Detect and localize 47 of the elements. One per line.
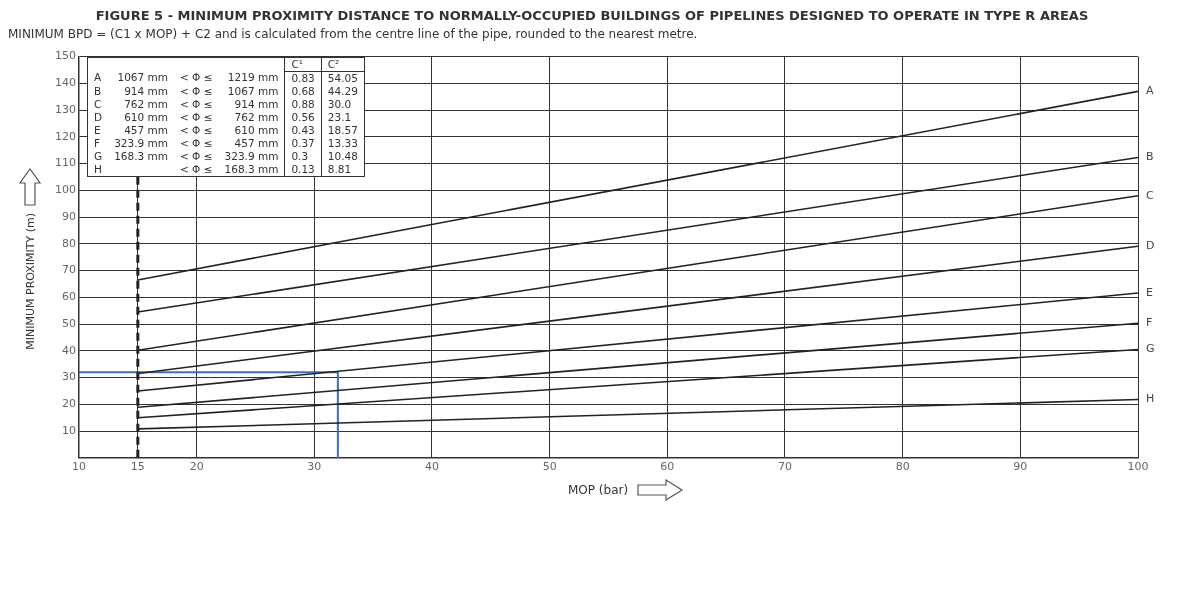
y-tick-label: 110: [55, 156, 76, 170]
text: G 168.3 mm < Φ ≤ 323.9 mm 0.3 10.48: [93, 149, 358, 162]
series-label: C: [1146, 188, 1154, 202]
x-axis-title: MOP (bar): [568, 483, 629, 497]
x-tick-label: 70: [778, 460, 792, 474]
x-tick-label: 100: [1127, 460, 1149, 474]
y-tick-label: 10: [62, 423, 76, 437]
text: MINIMUM BPD = (C1 x MOP) + C2 and is calculated from the centre line of the pipe, rounded to the nearest metre.: [8, 27, 699, 41]
x-tick-label: 20: [189, 460, 204, 474]
text: A 1067 mm < Φ ≤ 1219 mm 0.83 54.05: [93, 71, 358, 84]
text: B 914 mm < Φ ≤ 1067 mm 0.68 44.29: [93, 84, 358, 97]
y-tick-label: 30: [62, 370, 76, 384]
y-tick-label: 120: [55, 129, 76, 143]
text: F 323.9 mm < Φ ≤ 457 mm 0.37 13.33: [93, 136, 358, 149]
text: C 762 mm < Φ ≤ 914 mm 0.88 30.0: [93, 97, 352, 110]
y-tick-label: 50: [62, 316, 76, 330]
x-tick-label: 60: [660, 460, 675, 474]
y-tick-label: 100: [55, 183, 76, 197]
y-tick-label: 60: [62, 290, 76, 304]
y-tick-label: 70: [62, 263, 76, 277]
text: E 457 mm < Φ ≤ 610 mm 0.43 18.57: [93, 123, 358, 136]
text: C¹ C²: [291, 57, 340, 70]
y-tick-label: 80: [62, 236, 76, 250]
text: H < Φ ≤ 168.3 mm 0.13 8.81: [93, 162, 352, 175]
y-tick-label: 20: [62, 397, 76, 411]
series-label: F: [1146, 316, 1153, 330]
series-label: E: [1146, 285, 1153, 299]
y-tick-label: 150: [55, 49, 76, 63]
y-tick-label: 90: [62, 209, 76, 223]
y-axis-title: MINIMUM PROXIMITY (m): [23, 213, 37, 350]
x-tick-label: 40: [425, 460, 439, 474]
y-tick-label: 140: [55, 76, 76, 90]
series-label: G: [1146, 342, 1155, 356]
x-tick-label: 90: [1013, 460, 1028, 474]
text: D 610 mm < Φ ≤ 762 mm 0.56 23.1: [93, 110, 352, 123]
x-tick-label: 80: [895, 460, 910, 474]
chart-title: FIGURE 5 - MINIMUM PROXIMITY DISTANCE TO NORMALLY-OCCUPIED BUILDINGS OF PIPELINES DESIGNED TO OPERATE IN TYPE R AREAS: [94, 8, 1090, 23]
x-tick-label: 10: [72, 460, 86, 474]
series-label: A: [1146, 84, 1154, 98]
series-label: B: [1146, 150, 1154, 164]
series-label: D: [1146, 239, 1155, 253]
x-tick-label: 30: [307, 460, 322, 474]
x-tick-label: 50: [542, 460, 557, 474]
y-tick-label: 40: [62, 343, 76, 357]
y-tick-label: 130: [55, 102, 76, 116]
series-label: H: [1146, 392, 1155, 406]
x-tick-label: 15: [130, 460, 145, 474]
